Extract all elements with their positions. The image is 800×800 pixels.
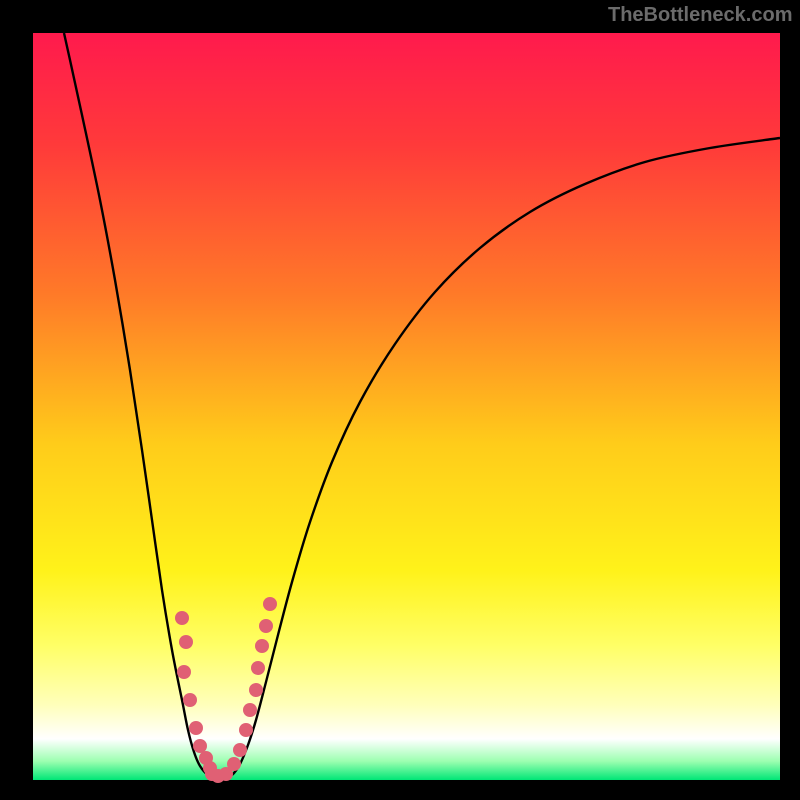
bottleneck-curve [64, 33, 780, 778]
data-point [227, 757, 241, 771]
data-point [249, 683, 263, 697]
data-point [233, 743, 247, 757]
watermark-text: TheBottleneck.com [608, 4, 792, 27]
data-point [259, 619, 273, 633]
data-point [179, 635, 193, 649]
data-point [175, 611, 189, 625]
data-point [255, 639, 269, 653]
curve-overlay [0, 0, 800, 800]
data-point [177, 665, 191, 679]
data-point [251, 661, 265, 675]
data-point [189, 721, 203, 735]
data-point [243, 703, 257, 717]
data-point [239, 723, 253, 737]
data-point [263, 597, 277, 611]
chart-container: TheBottleneck.com [0, 0, 800, 800]
data-point [183, 693, 197, 707]
